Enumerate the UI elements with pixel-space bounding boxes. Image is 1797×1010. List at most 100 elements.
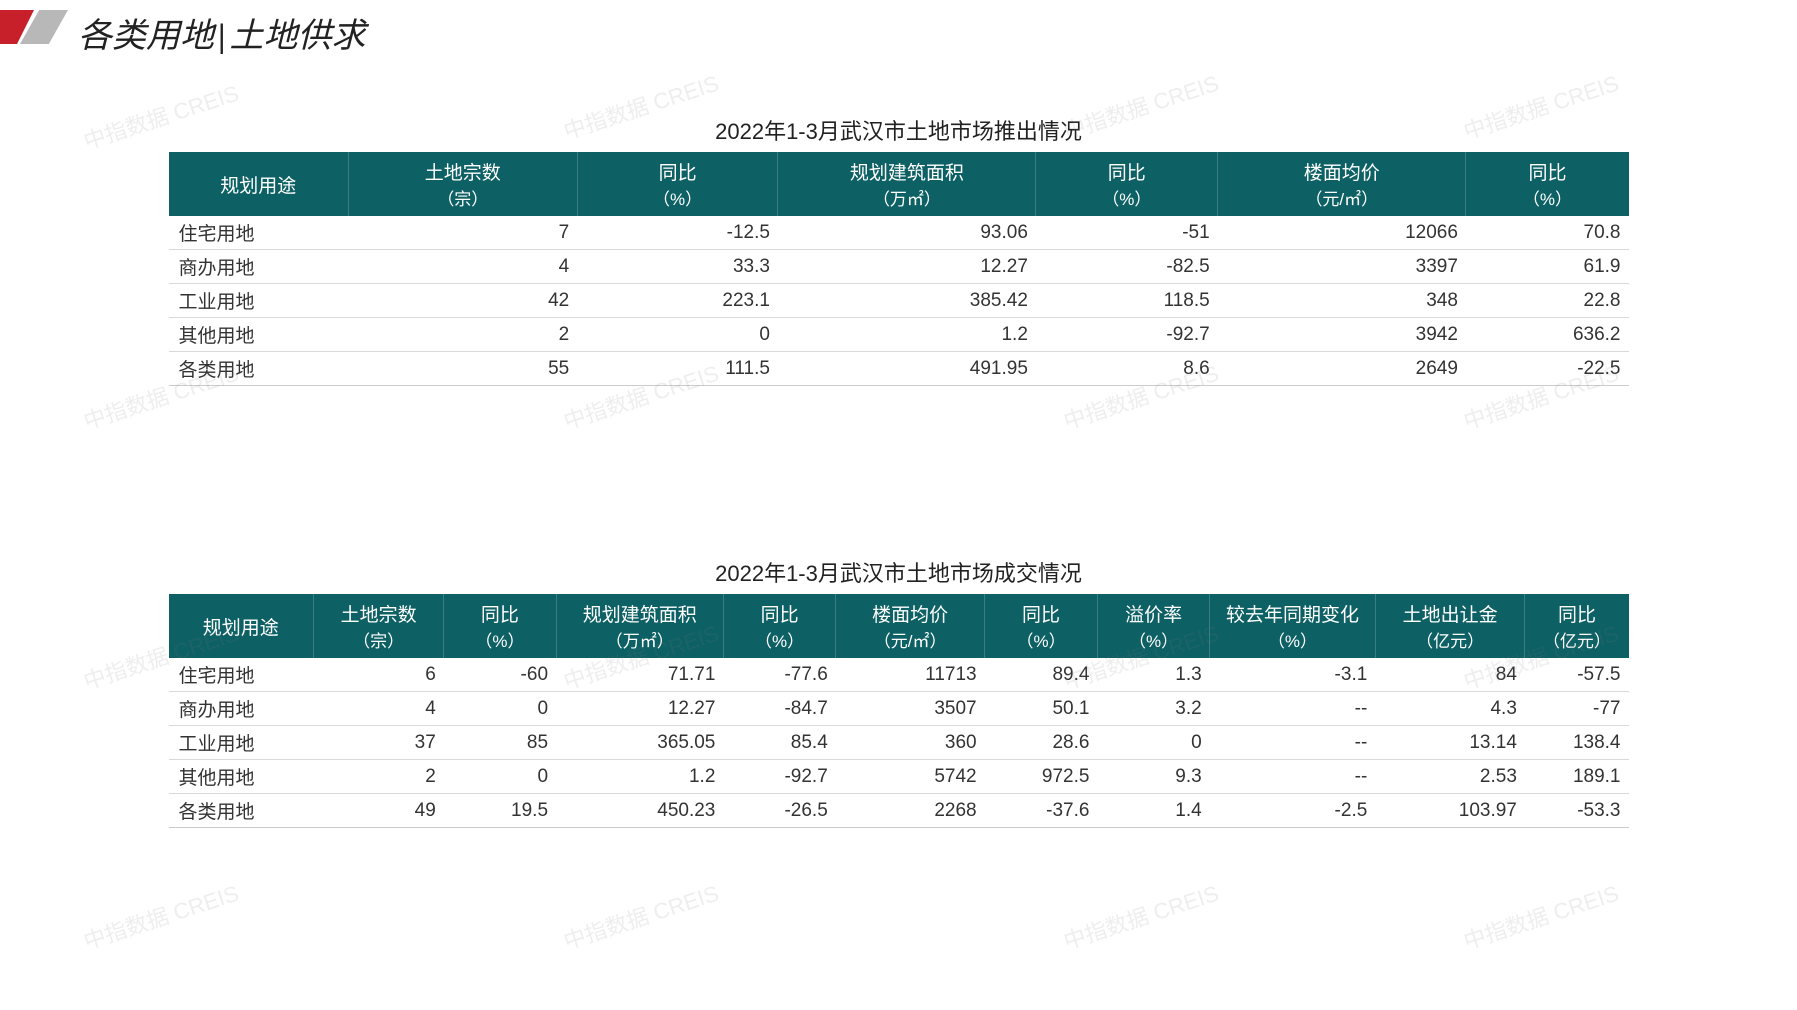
column-header: 规划建筑面积（万㎡） — [778, 152, 1036, 216]
table-cell: 各类用地 — [169, 352, 349, 386]
column-header-line2: （%） — [1102, 627, 1205, 652]
column-header-line1: 规划建筑面积 — [583, 605, 697, 626]
column-header: 规划用途 — [169, 152, 349, 216]
column-header-line2: （宗） — [353, 185, 573, 210]
watermark-text: 中指数据 CREIS — [1459, 876, 1622, 956]
column-header-line2: （%） — [989, 627, 1093, 652]
table-cell: -51 — [1036, 216, 1218, 250]
table1-body: 住宅用地7-12.593.06-511206670.8商办用地433.312.2… — [169, 216, 1629, 386]
column-header-line1: 土地出让金 — [1403, 605, 1498, 626]
table-cell: 2 — [348, 318, 577, 352]
column-header-line2: （万㎡） — [782, 185, 1031, 210]
table-cell: 450.23 — [556, 794, 723, 828]
column-header-line2: （%） — [1040, 185, 1213, 210]
column-header-line1: 同比 — [481, 605, 519, 626]
table-cell: 93.06 — [778, 216, 1036, 250]
column-header-line2: （%） — [1214, 627, 1371, 652]
table-cell: 348 — [1218, 284, 1466, 318]
column-header-line2: （亿元） — [1380, 627, 1521, 652]
table-cell: 55 — [348, 352, 577, 386]
table-cell: 118.5 — [1036, 284, 1218, 318]
table-cell: 42 — [348, 284, 577, 318]
table-cell: -77.6 — [723, 658, 835, 692]
table-row: 住宅用地6-6071.71-77.61171389.41.3-3.184-57.… — [169, 658, 1629, 692]
table-cell: 2649 — [1218, 352, 1466, 386]
table-cell: -22.5 — [1466, 352, 1629, 386]
watermark-text: 中指数据 CREIS — [1059, 876, 1222, 956]
column-header: 楼面均价（元/㎡） — [1218, 152, 1466, 216]
column-header: 较去年同期变化（%） — [1210, 594, 1376, 658]
column-header-line2: （元/㎡） — [1222, 185, 1461, 210]
table-cell: 85.4 — [723, 726, 835, 760]
table-cell: 71.71 — [556, 658, 723, 692]
table-cell: 2268 — [836, 794, 985, 828]
table-cell: 70.8 — [1466, 216, 1629, 250]
table-cell: -- — [1210, 726, 1376, 760]
table-cell: 22.8 — [1466, 284, 1629, 318]
table-cell: 3942 — [1218, 318, 1466, 352]
table-cell: 商办用地 — [169, 692, 314, 726]
title-left: 各类用地 — [78, 18, 214, 55]
column-header-line1: 溢价率 — [1125, 605, 1182, 626]
column-header: 溢价率（%） — [1097, 594, 1209, 658]
column-header: 土地出让金（亿元） — [1375, 594, 1525, 658]
table-cell: -77 — [1525, 692, 1629, 726]
table-row: 工业用地3785365.0585.436028.60--13.14138.4 — [169, 726, 1629, 760]
table-cell: 9.3 — [1097, 760, 1209, 794]
column-header-line1: 楼面均价 — [872, 605, 948, 626]
table-cell: 19.5 — [444, 794, 556, 828]
table-cell: 491.95 — [778, 352, 1036, 386]
column-header-line2: （%） — [448, 627, 551, 652]
table2-head: 规划用途土地宗数（宗）同比（%）规划建筑面积（万㎡）同比（%）楼面均价（元/㎡）… — [169, 594, 1629, 658]
table-cell: 365.05 — [556, 726, 723, 760]
table-cell: 972.5 — [985, 760, 1098, 794]
table-cell: 37 — [314, 726, 444, 760]
table2-title: 2022年1-3月武汉市土地市场成交情况 — [0, 556, 1797, 588]
table-cell: 28.6 — [985, 726, 1098, 760]
table-cell: -12.5 — [577, 216, 778, 250]
table-cell: 0 — [577, 318, 778, 352]
table-cell: 89.4 — [985, 658, 1098, 692]
table-cell: 0 — [1097, 726, 1209, 760]
column-header-line1: 土地宗数 — [425, 163, 501, 184]
table-cell: 13.14 — [1375, 726, 1525, 760]
table-cell: 3507 — [836, 692, 985, 726]
table-cell: 12.27 — [556, 692, 723, 726]
table-cell: 61.9 — [1466, 250, 1629, 284]
table-cell: 5742 — [836, 760, 985, 794]
column-header-line1: 同比 — [1108, 163, 1146, 184]
column-header: 同比（亿元） — [1525, 594, 1629, 658]
table-cell: 385.42 — [778, 284, 1036, 318]
page-header: 各类用地|土地供求 — [0, 0, 1797, 70]
table-cell: 2.53 — [1375, 760, 1525, 794]
table2-body: 住宅用地6-6071.71-77.61171389.41.3-3.184-57.… — [169, 658, 1629, 828]
table2: 规划用途土地宗数（宗）同比（%）规划建筑面积（万㎡）同比（%）楼面均价（元/㎡）… — [169, 594, 1629, 828]
table-cell: 223.1 — [577, 284, 778, 318]
table-row: 住宅用地7-12.593.06-511206670.8 — [169, 216, 1629, 250]
column-header-line1: 土地宗数 — [341, 605, 417, 626]
table-cell: 其他用地 — [169, 760, 314, 794]
table-cell: -60 — [444, 658, 556, 692]
column-header: 土地宗数（宗） — [348, 152, 577, 216]
table-cell: 工业用地 — [169, 284, 349, 318]
table-cell: -57.5 — [1525, 658, 1629, 692]
column-header: 土地宗数（宗） — [314, 594, 444, 658]
title-right: 土地供求 — [230, 18, 366, 55]
column-header: 同比（%） — [985, 594, 1098, 658]
column-header: 同比（%） — [723, 594, 835, 658]
table-cell: 住宅用地 — [169, 658, 314, 692]
table-cell: 6 — [314, 658, 444, 692]
table-cell: -- — [1210, 692, 1376, 726]
table-cell: 12066 — [1218, 216, 1466, 250]
table-cell: 33.3 — [577, 250, 778, 284]
column-header: 规划用途 — [169, 594, 314, 658]
table-cell: -84.7 — [723, 692, 835, 726]
column-header-line1: 楼面均价 — [1304, 163, 1380, 184]
column-header-line1: 同比 — [1022, 605, 1060, 626]
column-header-line1: 同比 — [659, 163, 697, 184]
table-cell: -92.7 — [1036, 318, 1218, 352]
watermark-text: 中指数据 CREIS — [559, 876, 722, 956]
table-cell: -26.5 — [723, 794, 835, 828]
table-cell: 各类用地 — [169, 794, 314, 828]
column-header-line1: 规划用途 — [203, 618, 279, 639]
